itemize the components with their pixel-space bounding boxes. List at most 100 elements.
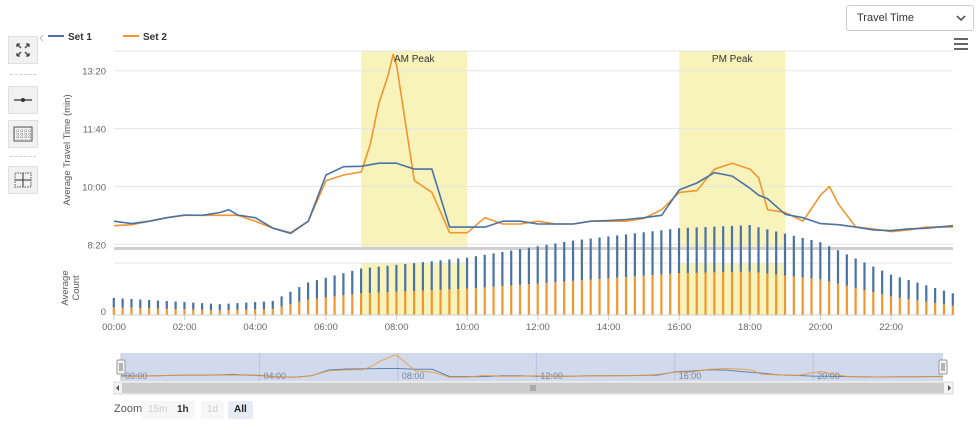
volume-bar-set-2	[474, 288, 477, 315]
volume-bar-set-2	[739, 271, 742, 315]
legend-item-set-2[interactable]: Set 2	[123, 32, 167, 43]
volume-bar-set-2	[907, 299, 910, 315]
volume-bar-set-2	[863, 290, 866, 315]
volume-bar-set-1	[536, 246, 539, 284]
volume-bar-set-1	[139, 299, 142, 309]
navigator-line	[120, 354, 943, 378]
volume-bar-set-1	[722, 226, 725, 273]
volume-bar-set-1	[377, 266, 380, 293]
fullscreen-icon[interactable]	[8, 36, 38, 64]
navigator-handle[interactable]	[938, 359, 948, 375]
volume-bar-set-2	[669, 273, 672, 315]
volume-bar-set-1	[183, 302, 186, 310]
volume-bar-set-1	[439, 260, 442, 290]
volume-bar-set-1	[368, 267, 372, 293]
volume-y-axis-title: Average	[60, 270, 71, 305]
volume-bar-set-2	[465, 288, 469, 315]
zoom-label: Zoom	[114, 403, 143, 415]
volume-bar-set-2	[165, 308, 168, 315]
volume-bar-set-1	[324, 277, 327, 298]
volume-bar-set-2	[527, 284, 530, 315]
volume-bar-set-1	[112, 297, 115, 308]
volume-bar-set-1	[554, 243, 557, 283]
scrollbar-grip	[530, 385, 536, 391]
x-tick-label: 08:00	[385, 322, 409, 333]
toolbar-divider	[10, 156, 36, 157]
volume-bar-set-2	[819, 279, 822, 315]
zoom-button-all[interactable]: All	[228, 401, 253, 419]
peak-band-1	[361, 51, 468, 249]
volume-bar-set-1	[518, 249, 522, 285]
navigator-scrollbar[interactable]	[113, 381, 954, 395]
volume-bar-set-2	[580, 280, 583, 315]
volume-bar-set-2	[801, 277, 804, 315]
series-line-set-2	[113, 53, 953, 234]
volume-bar-set-2	[439, 289, 442, 315]
volume-bar-set-1	[333, 275, 336, 297]
volume-bar-set-1	[430, 261, 433, 291]
volume-bar-set-2	[333, 296, 336, 315]
volume-bar-set-1	[757, 227, 760, 273]
volume-bar-set-2	[942, 304, 946, 315]
grid-icon[interactable]	[8, 120, 38, 148]
legend-item-set-1[interactable]: Set 1	[48, 32, 92, 43]
volume-bar-set-2	[536, 283, 539, 315]
volume-bar-set-2	[898, 297, 901, 315]
volume-bar-set-1	[209, 303, 213, 311]
volume-bar-set-2	[245, 309, 248, 315]
volume-bar-set-2	[501, 286, 504, 315]
volume-bar-set-2	[616, 277, 619, 315]
zoom-button-15m[interactable]: 15m	[142, 401, 174, 419]
navigator-handle[interactable]	[116, 359, 126, 375]
volume-bar-set-1	[889, 274, 893, 297]
volume-bar-set-1	[545, 244, 548, 283]
x-tick-label: 16:00	[667, 322, 691, 333]
volume-bar-set-1	[934, 287, 937, 304]
x-tick-label: 18:00	[738, 322, 762, 333]
volume-bar-set-2	[377, 292, 380, 315]
volume-bar-set-1	[271, 301, 274, 309]
volume-bar-set-2	[298, 301, 301, 315]
volume-bar-set-1	[748, 225, 751, 272]
volume-bar-set-2	[660, 274, 663, 315]
crosshair-icon[interactable]	[8, 166, 38, 194]
volume-bar-set-2	[872, 292, 875, 315]
zoom-button-1h[interactable]: 1h	[171, 401, 195, 419]
legend-scroll-left-icon	[39, 34, 44, 42]
volume-bar-set-1	[342, 273, 345, 296]
menu-icon[interactable]	[954, 38, 968, 50]
panel-divider	[114, 247, 953, 250]
volume-bar-set-1	[607, 236, 610, 279]
volume-bar-set-1	[642, 232, 645, 276]
volume-bar-set-2	[130, 307, 133, 315]
volume-bar-set-2	[201, 309, 204, 315]
volume-y-axis-title: Count	[71, 275, 82, 301]
chevron-down-icon	[955, 11, 967, 29]
volume-bar-set-2	[483, 287, 486, 315]
volume-bar-set-2	[121, 307, 124, 315]
volume-bar-set-2	[554, 282, 557, 315]
x-tick-label: 22:00	[879, 322, 903, 333]
navigator-tick-label: 16:00	[679, 371, 702, 381]
volume-bar-set-1	[810, 240, 813, 279]
volume-bar-set-2	[342, 295, 345, 315]
volume-bar-set-1	[881, 270, 884, 295]
volume-bar-set-2	[112, 307, 115, 315]
volume-bar-set-1	[563, 242, 566, 282]
volume-bar-set-1	[766, 229, 769, 274]
volume-bar-set-2	[889, 296, 893, 315]
y-tick-label: 10:00	[82, 182, 106, 193]
volume-bar-set-1	[474, 256, 477, 289]
zoom-button-1d[interactable]: 1d	[201, 401, 225, 419]
x-tick-label: 04:00	[243, 322, 267, 333]
volume-bar-set-1	[695, 227, 698, 273]
volume-bar-set-1	[660, 230, 663, 275]
volume-bar-set-2	[227, 310, 230, 315]
metric-select[interactable]: Travel Time	[846, 5, 974, 31]
line-icon[interactable]	[8, 86, 38, 114]
volume-bar-set-2	[677, 273, 681, 315]
volume-bar-set-1	[942, 290, 946, 305]
volume-bar-set-1	[395, 264, 398, 292]
volume-bar-set-1	[280, 296, 283, 307]
